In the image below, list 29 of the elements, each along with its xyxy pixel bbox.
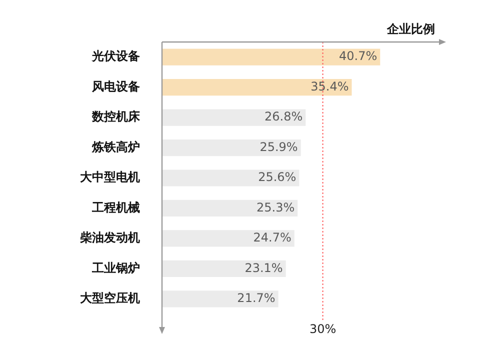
- data-label: 25.6%: [258, 170, 296, 184]
- y-tick-label: 工程机械: [91, 200, 140, 214]
- bar: [162, 139, 301, 156]
- y-tick-label: 炼铁高炉: [91, 140, 140, 154]
- bar: [162, 170, 300, 186]
- bar: [162, 48, 380, 66]
- data-label: 24.7%: [253, 230, 292, 245]
- y-tick-label: 柴油发动机: [79, 230, 140, 245]
- y-tick-label: 工业锅炉: [91, 260, 140, 275]
- data-label: 40.7%: [339, 49, 378, 64]
- data-label: 35.4%: [310, 79, 349, 94]
- bar: [162, 200, 298, 217]
- data-label: 25.3%: [256, 200, 295, 214]
- data-label: 23.1%: [244, 260, 283, 275]
- bar: [162, 290, 278, 308]
- data-label: 21.7%: [237, 291, 276, 306]
- y-tick-label: 大型空压机: [80, 291, 140, 306]
- y-tick-label: 数控机床: [91, 110, 141, 124]
- bar: [162, 260, 286, 277]
- bar: [162, 109, 306, 126]
- y-tick-label: 大中型电机: [80, 170, 140, 184]
- y-tick-label: 风电设备: [91, 79, 140, 94]
- x-axis-title: 企业比例: [386, 22, 435, 36]
- bar: [162, 79, 352, 96]
- y-tick-label: 光伏设备: [91, 49, 140, 64]
- ref-line-label: 30%: [309, 322, 336, 336]
- bar: [162, 230, 294, 247]
- data-label: 26.8%: [264, 110, 303, 124]
- data-label: 25.9%: [260, 140, 298, 154]
